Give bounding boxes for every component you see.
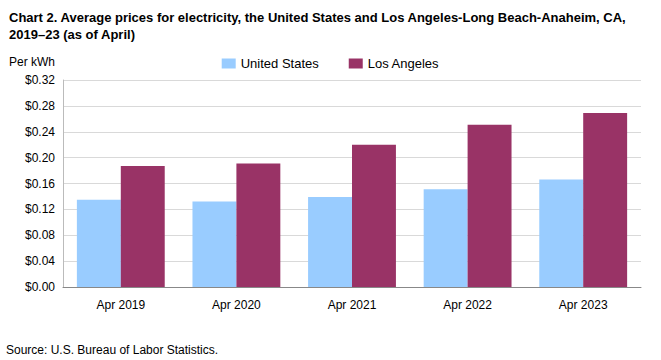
svg-text:Apr 2019: Apr 2019 xyxy=(96,298,145,312)
svg-text:$0.16: $0.16 xyxy=(25,177,55,191)
svg-text:Apr 2022: Apr 2022 xyxy=(443,298,492,312)
svg-text:Apr 2023: Apr 2023 xyxy=(559,298,608,312)
svg-text:2019–23 (as of April): 2019–23 (as of April) xyxy=(9,27,135,42)
svg-text:$0.12: $0.12 xyxy=(25,202,55,216)
svg-text:Los Angeles: Los Angeles xyxy=(368,56,439,71)
svg-text:$0.28: $0.28 xyxy=(25,99,55,113)
svg-text:Apr 2021: Apr 2021 xyxy=(328,298,377,312)
svg-text:$0.08: $0.08 xyxy=(25,228,55,242)
svg-text:$0.24: $0.24 xyxy=(25,125,55,139)
svg-text:United States: United States xyxy=(241,56,320,71)
svg-text:$0.32: $0.32 xyxy=(25,73,55,87)
svg-text:Source: U.S. Bureau of Labor S: Source: U.S. Bureau of Labor Statistics. xyxy=(6,343,218,357)
svg-text:Chart 2. Average prices for el: Chart 2. Average prices for electricity,… xyxy=(9,10,629,25)
svg-text:Apr 2020: Apr 2020 xyxy=(212,298,261,312)
svg-text:Per kWh: Per kWh xyxy=(9,55,55,69)
svg-text:$0.04: $0.04 xyxy=(25,254,55,268)
svg-text:$0.20: $0.20 xyxy=(25,151,55,165)
svg-text:$0.00: $0.00 xyxy=(25,280,55,294)
